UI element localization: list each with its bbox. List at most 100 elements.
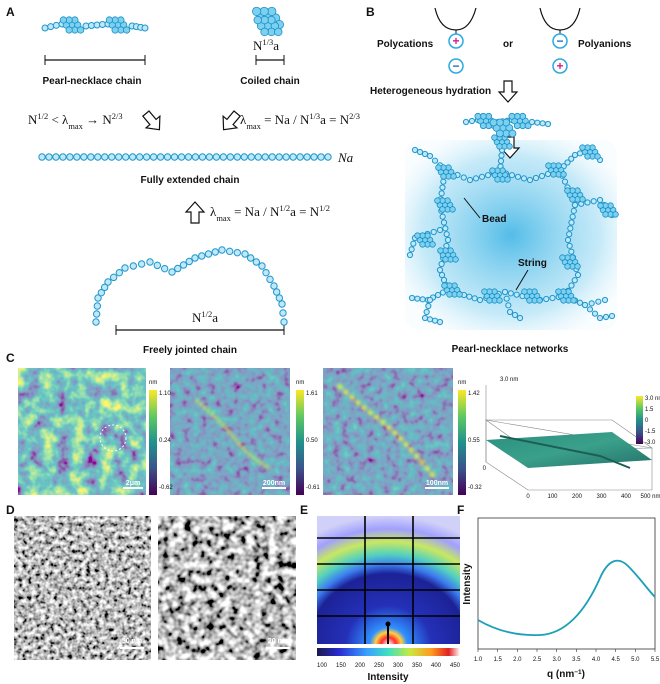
charge-circle — [448, 33, 464, 49]
polymer-strand — [539, 7, 581, 31]
monomer — [568, 219, 575, 226]
bead-monomer — [446, 291, 453, 298]
bead-monomer — [496, 297, 503, 304]
monomer — [590, 198, 597, 205]
bead-monomer — [252, 6, 262, 17]
bead-monomer — [579, 144, 586, 151]
bead-monomer — [489, 118, 498, 127]
text-part: 1/3 — [262, 37, 273, 47]
colorbar-tick-label: 0.24 — [159, 438, 171, 444]
colorbar — [149, 390, 157, 495]
monomer — [128, 153, 137, 161]
surface-ridge — [499, 435, 631, 469]
monomer — [252, 258, 261, 266]
bead-monomer — [508, 129, 517, 138]
monomer — [94, 294, 102, 302]
bead-monomer — [452, 256, 459, 263]
bead-monomer — [111, 26, 119, 34]
bead-monomer — [526, 297, 533, 304]
monomer — [440, 219, 448, 226]
bead-monomer — [574, 263, 581, 270]
colorbar-tick-label: 300 — [393, 663, 404, 669]
monomer — [179, 261, 188, 269]
z-axis-title: 3.0 nm — [500, 377, 518, 383]
string-label: String — [518, 258, 547, 269]
monomer — [471, 295, 478, 302]
x-tick-label: 300 — [596, 494, 607, 500]
colorbar — [317, 648, 460, 656]
beam-stop — [385, 621, 391, 627]
colorbar-tick-label: 450 — [450, 663, 461, 669]
x-tick-label: 500 nm — [640, 494, 660, 500]
bead-label: Bead — [482, 214, 506, 225]
monomer — [168, 268, 176, 276]
x-tick-label: 3.0 — [552, 657, 561, 663]
panel-letter: F — [457, 503, 464, 517]
colorbar-tick-label: 0.50 — [306, 438, 318, 444]
bead-monomer — [579, 196, 586, 203]
bead-monomer — [267, 6, 277, 17]
monomer — [204, 250, 213, 258]
monomer — [38, 153, 46, 161]
text-part: = Na / N — [231, 204, 280, 219]
colorbar-tick-label: -0.32 — [468, 485, 482, 491]
bead-monomer — [506, 143, 513, 150]
monomer — [185, 257, 193, 266]
monomer — [73, 153, 81, 161]
monomer — [601, 296, 609, 304]
bead-monomer — [123, 26, 131, 34]
x-tick-label: 400 — [621, 494, 632, 500]
monomer — [596, 196, 604, 204]
colorbar-tick-label: 150 — [336, 663, 347, 669]
monomer — [466, 293, 473, 300]
monomer — [567, 225, 574, 232]
monomer — [501, 288, 509, 296]
chain-label: Fully extended chain — [141, 175, 240, 186]
monomer — [108, 153, 116, 161]
x-tick-label: 1.5 — [493, 657, 502, 663]
bead-monomer — [414, 232, 421, 239]
panel-letter: E — [300, 503, 308, 517]
monomer — [568, 282, 575, 289]
monomer — [497, 157, 505, 165]
text-part: 2/3 — [112, 111, 123, 121]
charge-circle — [552, 33, 568, 49]
process-label: Heterogeneous hydration — [370, 86, 491, 97]
bead-monomer — [602, 211, 609, 218]
bead-monomer — [260, 27, 269, 37]
scattering-curve — [477, 559, 656, 636]
bead-monomer — [504, 176, 511, 183]
monomer — [212, 153, 221, 161]
monomer — [52, 21, 60, 29]
charge-circle — [552, 58, 568, 74]
x-tick-label: 5.0 — [631, 657, 640, 663]
highlight-circle — [99, 424, 127, 452]
monomer — [478, 173, 486, 180]
monomer — [460, 174, 467, 181]
monomer — [421, 150, 429, 158]
monomer — [591, 310, 599, 317]
x-tick-label: 200 — [572, 494, 583, 500]
bead-monomer — [450, 173, 457, 180]
monomer — [191, 153, 200, 161]
monomer — [568, 155, 575, 162]
monomer — [122, 153, 130, 161]
x-tick-label: 3.5 — [572, 657, 581, 663]
colorbar-tick-label: 1.42 — [468, 391, 480, 397]
monomer — [115, 153, 123, 161]
x-axis-title: q (nm−1) — [547, 669, 585, 681]
monomer — [156, 153, 165, 161]
text-part: 1/2 — [37, 111, 48, 121]
monomer — [564, 159, 571, 166]
text-part: = Na / N — [261, 112, 310, 127]
monomer — [198, 153, 207, 161]
monomer — [47, 23, 55, 31]
monomer — [564, 236, 572, 244]
bead-monomer — [434, 197, 441, 204]
monomer — [539, 120, 546, 127]
monomer — [146, 258, 154, 266]
monomer — [45, 153, 53, 161]
tem-image — [158, 516, 296, 660]
bead-monomer — [439, 206, 446, 213]
monomer — [513, 291, 520, 298]
